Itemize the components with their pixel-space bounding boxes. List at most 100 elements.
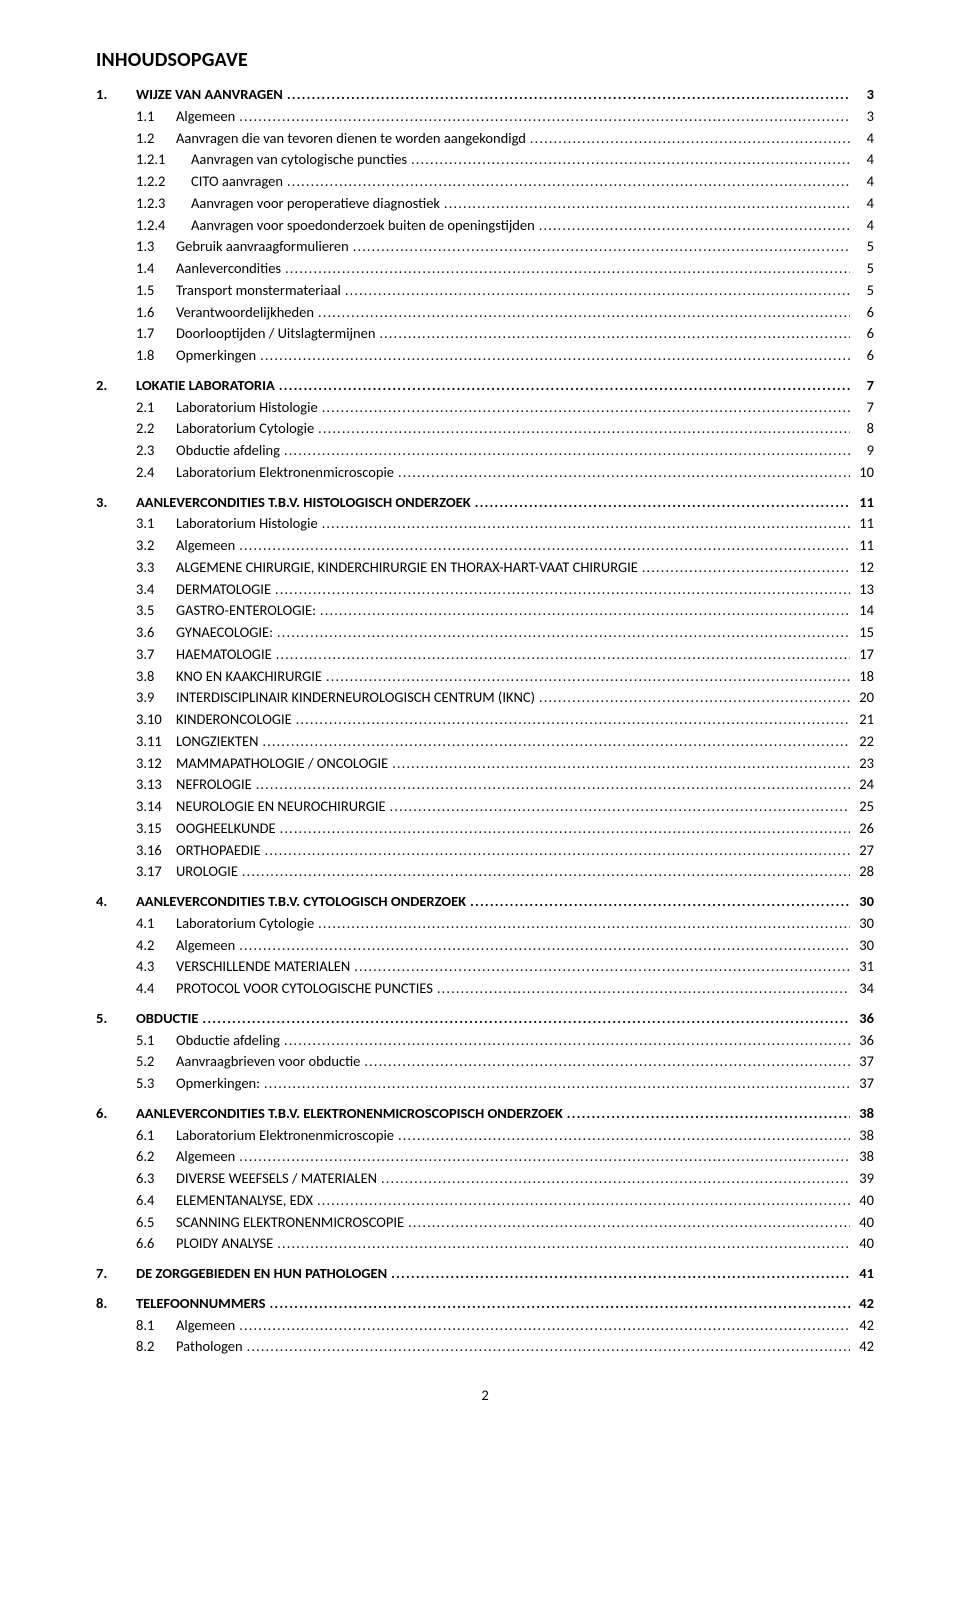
- toc-entry-title: PROTOCOL VOOR CYTOLOGISCHE PUNCTIES: [176, 978, 433, 1000]
- toc-row: 3.16ORTHOPAEDIE27: [96, 840, 874, 862]
- toc: 1.WIJZE VAN AANVRAGEN31.1Algemeen31.2Aan…: [96, 84, 874, 1358]
- toc-entry-title: Aanvraagbrieven voor obductie: [176, 1051, 360, 1073]
- toc-entry-number: 1.2.1: [96, 149, 191, 171]
- toc-leader: [287, 171, 850, 193]
- toc-entry-title: ALGEMENE CHIRURGIE, KINDERCHIRURGIE EN T…: [176, 557, 638, 579]
- toc-entry-title: Opmerkingen: [176, 345, 256, 367]
- toc-entry-number: 1.2.3: [96, 193, 191, 215]
- toc-leader: [437, 978, 850, 1000]
- toc-entry-title: Laboratorium Histologie: [176, 513, 318, 535]
- toc-entry-page: 22: [854, 731, 874, 753]
- toc-row: 3.12MAMMAPATHOLOGIE / ONCOLOGIE23: [96, 753, 874, 775]
- toc-leader: [275, 579, 850, 601]
- toc-leader: [391, 1263, 850, 1285]
- toc-entry-title: Obductie afdeling: [176, 1030, 280, 1052]
- toc-entry-title: ORTHOPAEDIE: [176, 840, 261, 862]
- toc-leader: [326, 666, 850, 688]
- toc-row: 1.2.2CITO aanvragen4: [96, 171, 874, 193]
- toc-entry-number: 3.13: [96, 774, 176, 796]
- toc-leader: [567, 1103, 850, 1125]
- toc-entry-page: 13: [854, 579, 874, 601]
- toc-leader: [202, 1008, 850, 1030]
- toc-entry-title: AANLEVERCONDITIES T.B.V. HISTOLOGISCH ON…: [136, 492, 471, 514]
- toc-entry-number: 3.8: [96, 666, 176, 688]
- toc-entry-page: 38: [854, 1146, 874, 1168]
- toc-row: 2.3Obductie afdeling9: [96, 440, 874, 462]
- toc-row: 3.6GYNAECOLOGIE:15: [96, 622, 874, 644]
- toc-entry-title: Algemeen: [176, 535, 235, 557]
- toc-entry-number: 6.3: [96, 1168, 176, 1190]
- toc-entry-title: PLOIDY ANALYSE: [176, 1233, 273, 1255]
- toc-row: 2.LOKATIE LABORATORIA7: [96, 375, 874, 397]
- toc-entry-title: UROLOGIE: [176, 861, 238, 883]
- toc-row: 1.WIJZE VAN AANVRAGEN3: [96, 84, 874, 106]
- toc-entry-title: Doorlooptijden / Uitslagtermijnen: [176, 323, 375, 345]
- toc-row: 1.7Doorlooptijden / Uitslagtermijnen6: [96, 323, 874, 345]
- toc-row: 3.AANLEVERCONDITIES T.B.V. HISTOLOGISCH …: [96, 492, 874, 514]
- toc-entry-page: 31: [854, 956, 874, 978]
- toc-row: 6.4ELEMENTANALYSE, EDX40: [96, 1190, 874, 1212]
- toc-entry-number: 6.2: [96, 1146, 176, 1168]
- toc-entry-title: AANLEVERCONDITIES T.B.V. CYTOLOGISCH OND…: [136, 891, 466, 913]
- toc-entry-page: 38: [854, 1125, 874, 1147]
- toc-leader: [642, 557, 850, 579]
- toc-leader: [354, 956, 850, 978]
- toc-entry-title: Pathologen: [176, 1336, 243, 1358]
- toc-entry-title: Laboratorium Histologie: [176, 397, 318, 419]
- toc-entry-page: 36: [854, 1030, 874, 1052]
- toc-entry-number: 1.2.4: [96, 215, 191, 237]
- toc-entry-title: Aanvragen voor peroperatieve diagnostiek: [191, 193, 440, 215]
- toc-entry-page: 21: [854, 709, 874, 731]
- toc-entry-title: TELEFOONNUMMERS: [136, 1293, 265, 1315]
- toc-leader: [239, 1315, 850, 1337]
- toc-row: 2.2Laboratorium Cytologie8: [96, 418, 874, 440]
- toc-leader: [247, 1336, 850, 1358]
- toc-leader: [296, 709, 850, 731]
- toc-leader: [318, 302, 850, 324]
- toc-leader: [364, 1051, 850, 1073]
- toc-leader: [285, 258, 850, 280]
- toc-entry-number: 8.1: [96, 1315, 176, 1337]
- toc-row: 1.2.4Aanvragen voor spoedonderzoek buite…: [96, 215, 874, 237]
- toc-entry-page: 4: [854, 128, 874, 150]
- toc-row: 8.TELEFOONNUMMERS42: [96, 1293, 874, 1315]
- toc-entry-title: Aanvragen van cytologische puncties: [191, 149, 407, 171]
- toc-leader: [287, 84, 850, 106]
- toc-entry-page: 17: [854, 644, 874, 666]
- toc-entry-number: 3.5: [96, 600, 176, 622]
- toc-leader: [539, 687, 850, 709]
- toc-row: 1.2.1Aanvragen van cytologische puncties…: [96, 149, 874, 171]
- toc-row: 3.11LONGZIEKTEN22: [96, 731, 874, 753]
- toc-entry-page: 42: [854, 1293, 874, 1315]
- toc-entry-number: 5.1: [96, 1030, 176, 1052]
- toc-entry-page: 7: [854, 375, 874, 397]
- toc-leader: [264, 1073, 850, 1095]
- toc-entry-number: 1.5: [96, 280, 176, 302]
- toc-entry-title: Aanvragen voor spoedonderzoek buiten de …: [191, 215, 535, 237]
- toc-row: 5.3Opmerkingen:37: [96, 1073, 874, 1095]
- toc-entry-number: 1.1: [96, 106, 176, 128]
- toc-leader: [444, 193, 850, 215]
- toc-row: 3.1Laboratorium Histologie11: [96, 513, 874, 535]
- toc-entry-title: KNO EN KAAKCHIRURGIE: [176, 666, 322, 688]
- toc-entry-number: 6.4: [96, 1190, 176, 1212]
- toc-entry-number: 1.3: [96, 236, 176, 258]
- toc-leader: [265, 840, 850, 862]
- toc-entry-title: MAMMAPATHOLOGIE / ONCOLOGIE: [176, 753, 388, 775]
- toc-entry-number: 3.9: [96, 687, 176, 709]
- toc-entry-number: 6.5: [96, 1212, 176, 1234]
- toc-entry-number: 3.: [96, 492, 136, 514]
- toc-row: 4.1Laboratorium Cytologie30: [96, 913, 874, 935]
- toc-entry-title: Laboratorium Elektronenmicroscopie: [176, 462, 394, 484]
- toc-row: 3.14NEUROLOGIE EN NEUROCHIRURGIE25: [96, 796, 874, 818]
- toc-entry-number: 5.: [96, 1008, 136, 1030]
- toc-entry-page: 15: [854, 622, 874, 644]
- toc-entry-page: 11: [854, 513, 874, 535]
- toc-entry-title: NEUROLOGIE EN NEUROCHIRURGIE: [176, 796, 386, 818]
- toc-leader: [260, 345, 850, 367]
- toc-entry-number: 3.11: [96, 731, 176, 753]
- toc-row: 3.5GASTRO-ENTEROLOGIE:14: [96, 600, 874, 622]
- toc-entry-number: 1.2.2: [96, 171, 191, 193]
- toc-row: 7.DE ZORGGEBIEDEN EN HUN PATHOLOGEN41: [96, 1263, 874, 1285]
- toc-entry-page: 14: [854, 600, 874, 622]
